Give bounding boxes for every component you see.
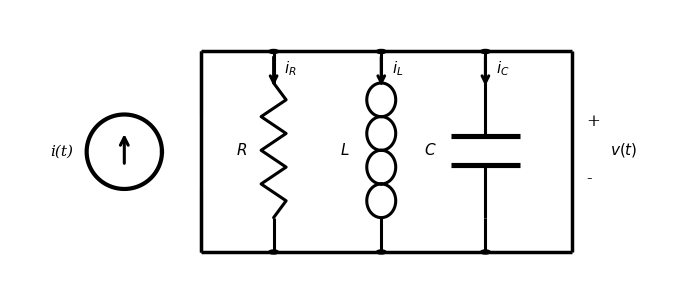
Circle shape (269, 250, 279, 254)
Circle shape (377, 250, 386, 254)
Text: $R$: $R$ (236, 142, 247, 158)
Text: $i_R$: $i_R$ (284, 59, 297, 78)
Text: $i_L$: $i_L$ (392, 59, 403, 78)
Circle shape (481, 49, 490, 53)
Text: $i_C$: $i_C$ (496, 59, 510, 78)
Text: $L$: $L$ (340, 142, 349, 158)
Text: $C$: $C$ (424, 142, 437, 158)
Text: $v(t)$: $v(t)$ (610, 141, 638, 159)
Circle shape (481, 250, 490, 254)
Text: i(t): i(t) (50, 145, 73, 159)
Text: +: + (586, 113, 600, 130)
Text: -: - (586, 171, 592, 187)
Circle shape (377, 49, 386, 53)
Circle shape (269, 49, 279, 53)
